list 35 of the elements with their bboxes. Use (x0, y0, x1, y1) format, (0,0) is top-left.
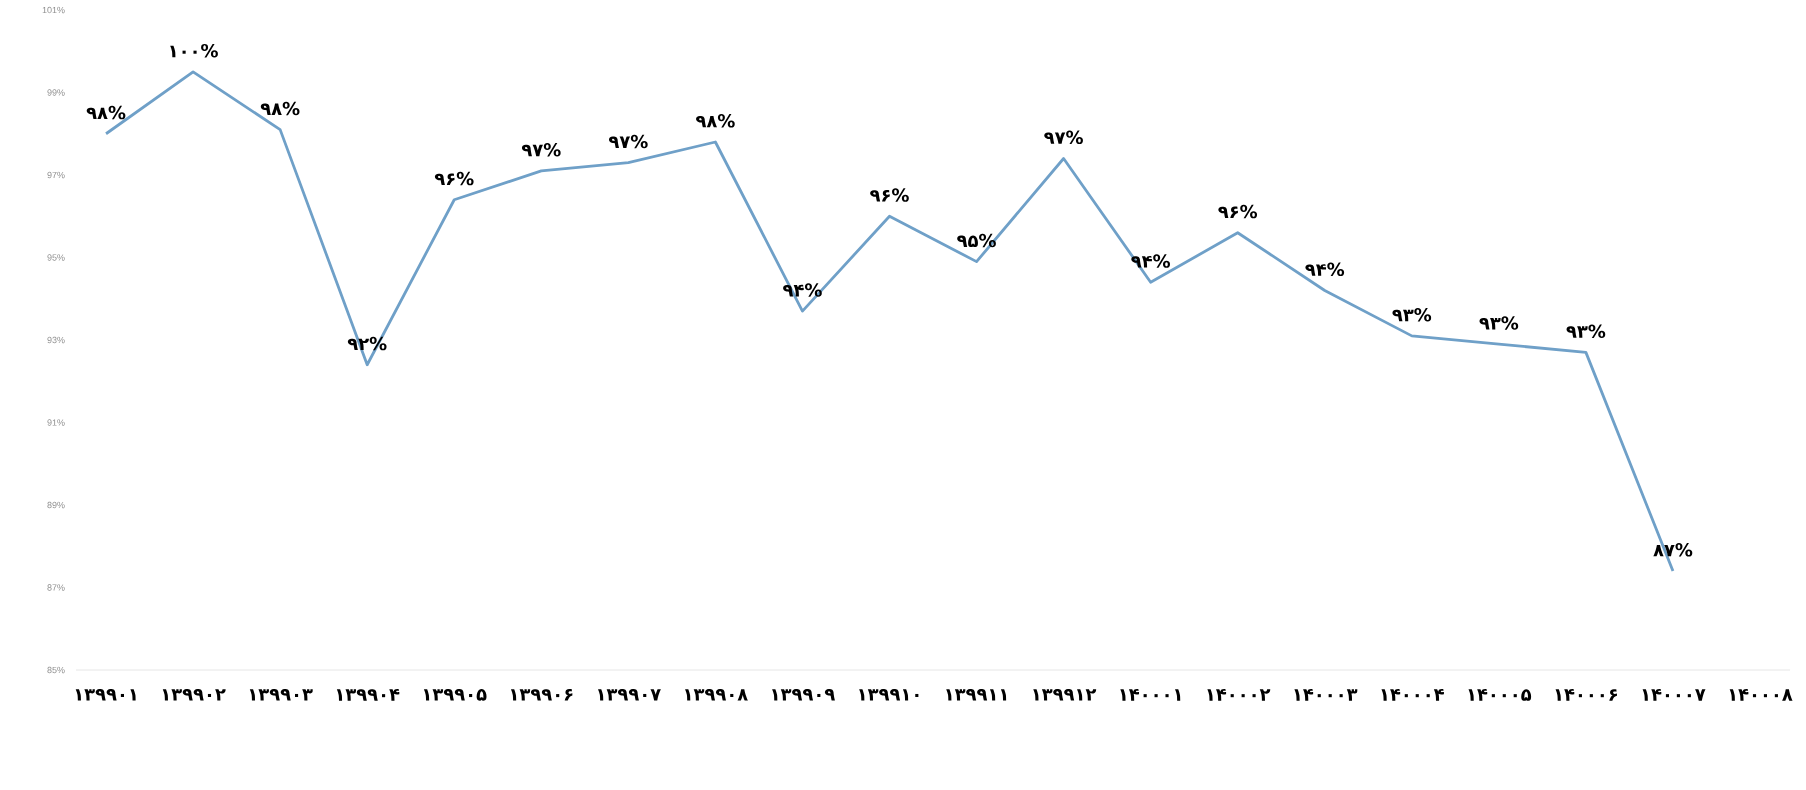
x-tick-label: ۱۳۹۹۱۲ (1033, 689, 1097, 701)
data-label: ۱۰۰% (170, 43, 218, 58)
data-label: ۹۷% (608, 134, 648, 149)
x-tick-label: ۱۳۹۹۰۸ (685, 689, 748, 701)
x-tick-label: ۱۴۰۰۰۷ (1642, 689, 1706, 701)
x-tick-label: ۱۴۰۰۰۵ (1468, 689, 1532, 701)
x-tick-label: ۱۴۰۰۰۶ (1555, 689, 1617, 701)
x-tick-label: ۱۳۹۹۰۷ (598, 689, 661, 701)
data-label: ۹۳% (1392, 307, 1432, 322)
data-label: ۹۷% (521, 142, 561, 157)
x-tick-label: ۱۴۰۰۰۳ (1294, 689, 1358, 701)
data-label: ۹۶% (870, 188, 909, 202)
data-label: ۹۷% (1044, 130, 1083, 145)
x-tick-label: ۱۳۹۹۱۰ (859, 689, 919, 701)
data-label: ۹۳% (1566, 324, 1606, 338)
data-label: ۹۸% (86, 105, 126, 120)
x-tick-label: ۱۳۹۹۰۴ (336, 689, 400, 701)
data-label: ۹۶% (1218, 204, 1258, 219)
data-label: ۹۴% (1305, 262, 1345, 277)
data-label: ۹۶% (434, 171, 474, 186)
x-tick-label: ۱۳۹۹۰۳ (249, 689, 313, 701)
x-tick-label: ۱۴۰۰۰۴ (1381, 689, 1444, 701)
data-label: ۹۳% (1479, 316, 1519, 330)
x-tick-label: ۱۳۹۹۰۱ (75, 689, 136, 701)
data-label: ۹۸% (260, 101, 300, 116)
x-tick-label: ۱۳۹۹۰۹ (772, 689, 835, 701)
x-tick-label: ۱۳۹۹۰۶ (510, 689, 573, 701)
x-tick-label: ۱۴۰۰۰۸ (1729, 689, 1793, 701)
x-tick-label: ۱۴۰۰۰۱ (1120, 689, 1181, 701)
x-tick-label: ۱۴۰۰۰۲ (1207, 689, 1271, 701)
x-tick-label: ۱۳۹۹۰۵ (423, 689, 487, 701)
data-label: ۹۵% (957, 233, 996, 248)
x-tick-label: ۱۳۹۹۱۱ (946, 689, 1007, 701)
x-tick-label: ۱۳۹۹۰۲ (162, 689, 226, 701)
data-label: ۹۸% (696, 114, 735, 128)
